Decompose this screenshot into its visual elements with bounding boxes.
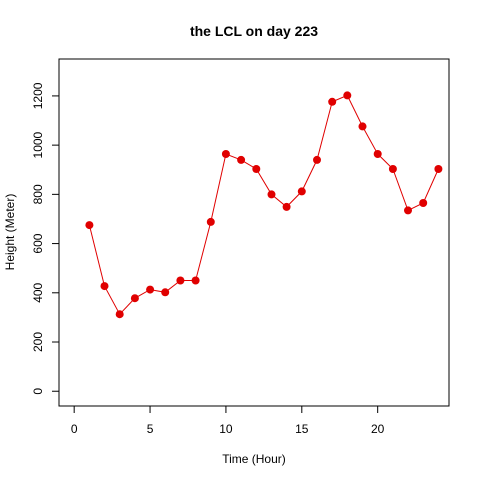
data-point: [297, 187, 306, 196]
data-point: [434, 165, 443, 173]
y-axis: 0 200 400 600 800 1000 1200: [31, 82, 60, 395]
x-tick-label: 15: [295, 422, 309, 436]
x-tick-label: 10: [219, 422, 233, 436]
data-point: [130, 294, 139, 303]
data-point: [282, 202, 291, 211]
y-tick-label: 200: [31, 332, 45, 352]
data-point: [343, 91, 352, 100]
data-point: [373, 150, 382, 158]
series-layer: [85, 91, 443, 319]
data-point: [419, 199, 428, 207]
chart-title: the LCL on day 223: [190, 23, 318, 39]
data-point: [146, 285, 155, 294]
y-tick-label: 400: [31, 282, 45, 302]
x-tick-label: 5: [147, 422, 154, 436]
x-tick-label: 20: [371, 422, 385, 436]
y-tick-label: 1000: [31, 131, 45, 158]
data-point: [221, 150, 230, 158]
data-point: [404, 206, 412, 215]
data-point: [237, 155, 246, 164]
plot-frame: [58, 58, 450, 407]
data-point: [206, 217, 215, 226]
data-point: [161, 288, 170, 297]
data-point: [313, 155, 321, 164]
data-point: [267, 190, 276, 199]
data-point: [176, 276, 185, 285]
data-point: [191, 276, 200, 285]
data-point: [358, 122, 367, 131]
x-axis: 0 5 10 15 20: [71, 405, 385, 436]
data-point: [85, 221, 94, 230]
data-point: [328, 97, 337, 106]
y-tick-label: 0: [31, 388, 45, 395]
y-tick-label: 800: [31, 184, 45, 204]
data-point: [388, 165, 397, 173]
series-line: [88, 94, 439, 316]
x-tick-label: 0: [71, 422, 78, 436]
data-point: [252, 165, 261, 173]
y-tick-label: 600: [31, 233, 45, 253]
x-axis-label: Time (Hour): [222, 452, 286, 466]
y-tick-label: 1200: [31, 82, 45, 109]
y-axis-label: Height (Meter): [3, 194, 17, 271]
data-point: [115, 310, 124, 319]
data-point: [100, 282, 109, 291]
